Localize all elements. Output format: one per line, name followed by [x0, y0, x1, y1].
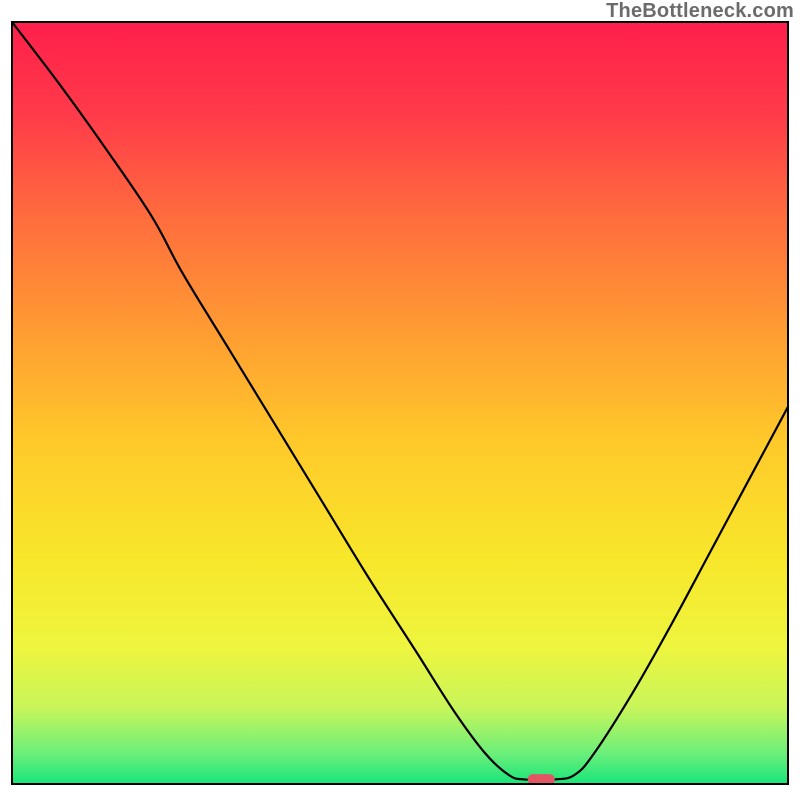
- chart-container: TheBottleneck.com: [0, 0, 800, 800]
- gradient-background: [12, 22, 788, 784]
- watermark-label: TheBottleneck.com: [606, 0, 794, 23]
- bottleneck-chart: [0, 0, 800, 800]
